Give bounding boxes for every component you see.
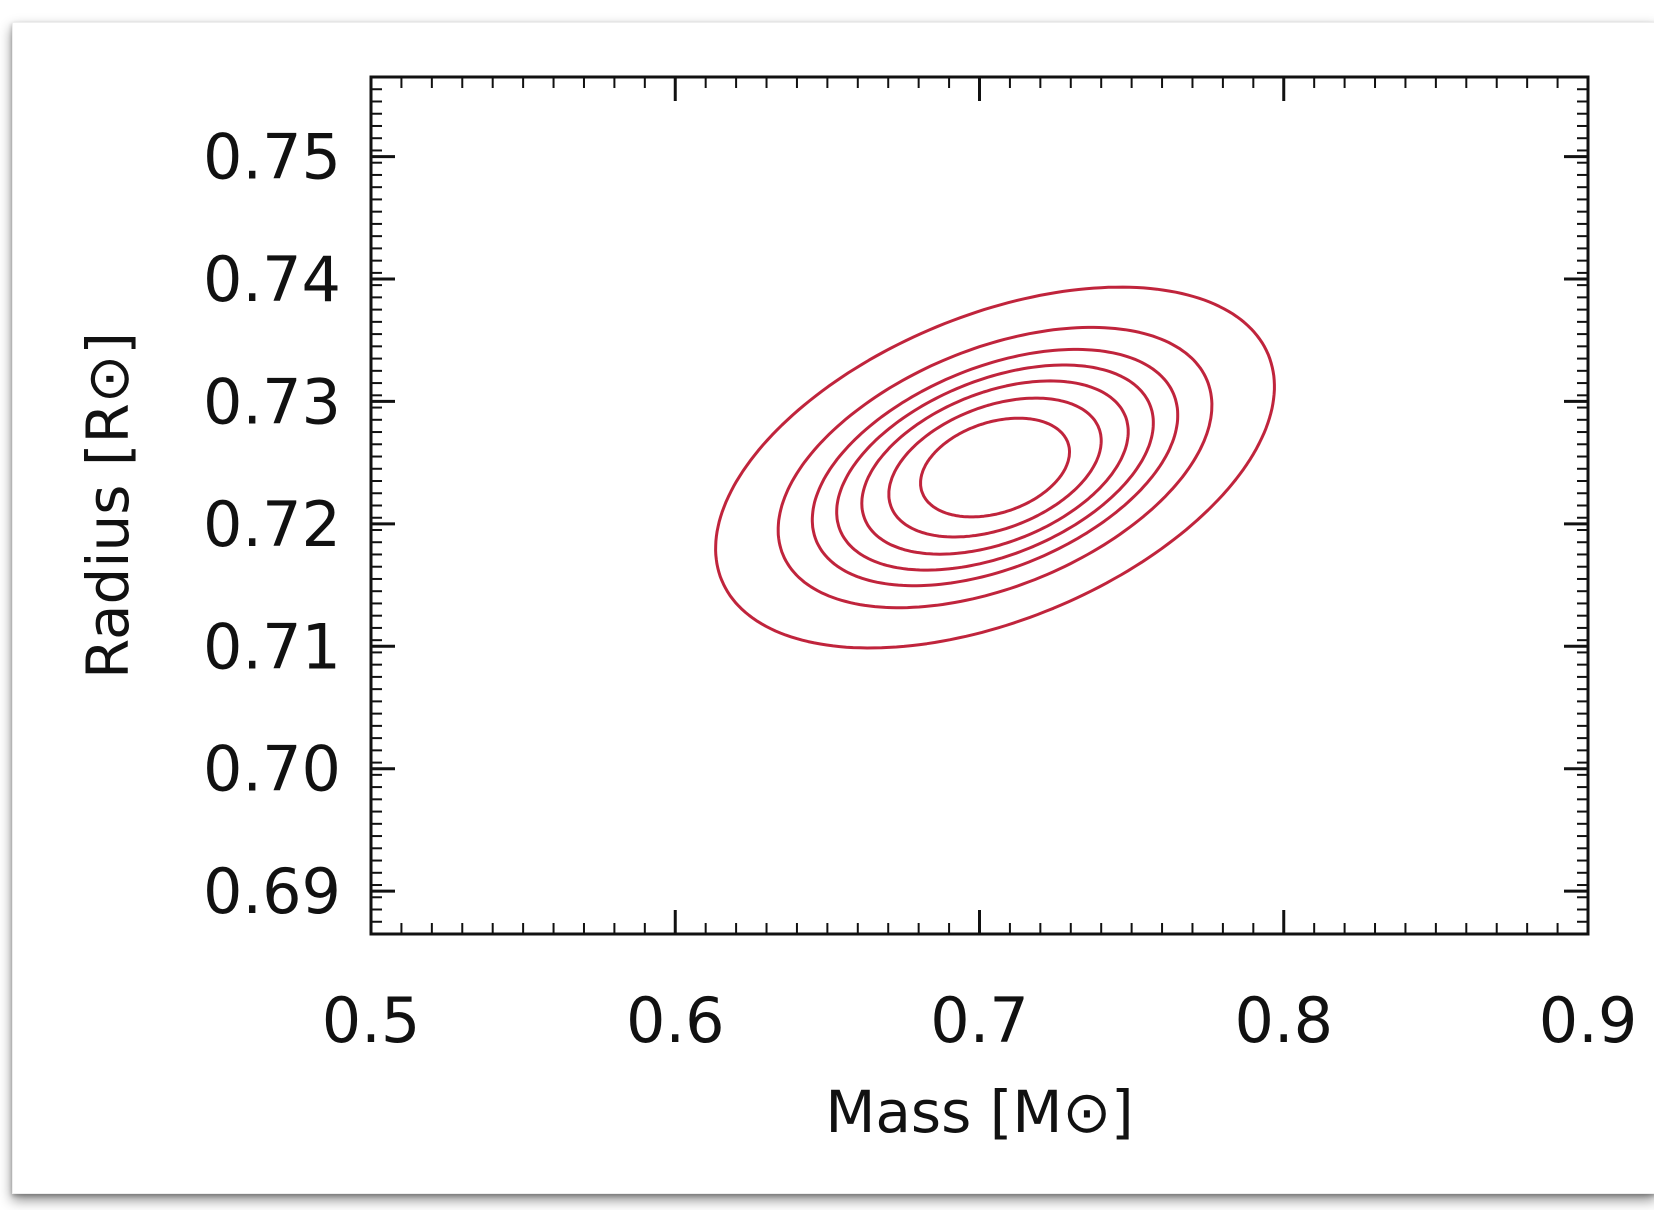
y-tick-label: 0.70	[203, 733, 341, 806]
y-axis-label: Radius [R⊙]	[74, 332, 142, 679]
x-tick-label: 0.6	[626, 984, 725, 1057]
plot-frame	[369, 75, 1590, 936]
x-tick-label: 0.7	[930, 984, 1029, 1057]
contour-level-4	[835, 363, 1155, 572]
x-tick-label: 0.9	[1539, 984, 1638, 1057]
contour-level-7	[714, 285, 1276, 650]
contour-level-1	[919, 416, 1071, 519]
y-tick-label: 0.73	[203, 365, 341, 438]
contour-level-6	[776, 325, 1214, 610]
y-tick-label: 0.74	[203, 243, 341, 316]
x-tick-label: 0.8	[1234, 984, 1333, 1057]
x-tick-label: 0.5	[322, 984, 421, 1057]
contour-level-3	[860, 379, 1130, 556]
y-tick-label: 0.69	[203, 855, 341, 928]
y-tick-labels: 0.69 0.70 0.71 0.72 0.73 0.74 0.75	[203, 121, 341, 929]
y-tick-label: 0.72	[203, 488, 341, 561]
contour-level-5	[810, 347, 1180, 588]
major-ticks	[369, 77, 1590, 934]
contour-level-2	[887, 396, 1103, 539]
figure-card	[12, 22, 1654, 1194]
y-tick-label: 0.71	[203, 610, 341, 683]
minor-ticks	[371, 77, 1588, 935]
contour-lines	[714, 285, 1276, 650]
x-axis-label: Mass [M⊙]	[825, 1078, 1133, 1146]
y-tick-label: 0.75	[203, 121, 341, 194]
x-tick-labels: 0.5 0.6 0.7 0.8 0.9	[322, 984, 1638, 1057]
